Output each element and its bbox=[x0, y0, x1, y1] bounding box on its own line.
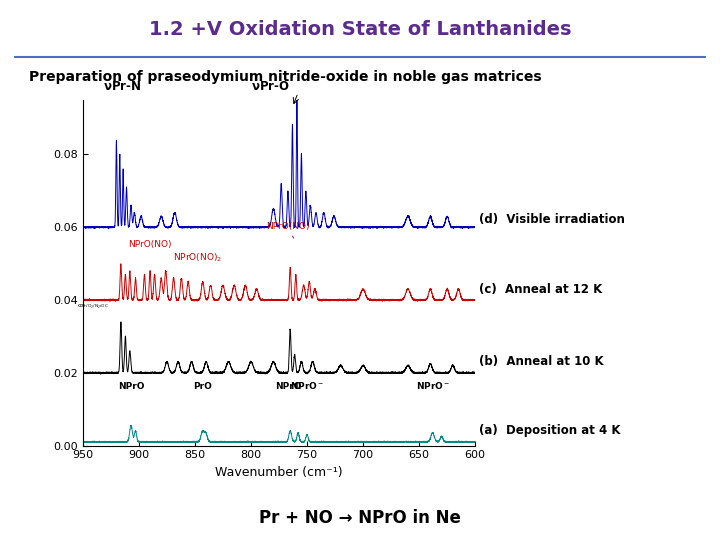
Text: Pr + NO → NPrO in Ne: Pr + NO → NPrO in Ne bbox=[259, 509, 461, 528]
Text: PrO$_2$(N$_2$): PrO$_2$(N$_2$) bbox=[0, 539, 1, 540]
Text: NPrO$^-$: NPrO$^-$ bbox=[290, 380, 324, 391]
Text: (a)  Deposition at 4 K: (a) Deposition at 4 K bbox=[479, 424, 621, 437]
Text: (b)  Anneal at 10 K: (b) Anneal at 10 K bbox=[479, 355, 603, 368]
Text: NPrO$^-$: NPrO$^-$ bbox=[415, 380, 450, 391]
X-axis label: Wavenumber (cm⁻¹): Wavenumber (cm⁻¹) bbox=[215, 466, 343, 479]
Text: NPrO: NPrO bbox=[118, 382, 144, 391]
Text: NPrO(NO)$_2$: NPrO(NO)$_2$ bbox=[173, 251, 222, 264]
Text: NPrO(NO): NPrO(NO) bbox=[266, 222, 310, 238]
Text: PrO: PrO bbox=[194, 382, 212, 391]
Text: $\mathbf{\nu}$Pr-O: $\mathbf{\nu}$Pr-O bbox=[251, 79, 289, 93]
Text: NPrO(NO): NPrO(NO) bbox=[128, 240, 172, 249]
Text: NPrO: NPrO bbox=[275, 382, 301, 391]
Text: 1.2 +V Oxidation State of Lanthanides: 1.2 +V Oxidation State of Lanthanides bbox=[149, 20, 571, 39]
Text: Preparation of praseodymium nitride-oxide in noble gas matrices: Preparation of praseodymium nitride-oxid… bbox=[29, 70, 541, 84]
Text: (c)  Anneal at 12 K: (c) Anneal at 12 K bbox=[479, 282, 602, 295]
Text: $\mathbf{\nu}$Pr-N: $\mathbf{\nu}$Pr-N bbox=[103, 79, 141, 93]
Text: $\mathregular{\alpha_{Pr/O_2/N_2/OC}}$: $\mathregular{\alpha_{Pr/O_2/N_2/OC}}$ bbox=[77, 303, 109, 312]
Text: (d)  Visible irradiation: (d) Visible irradiation bbox=[479, 213, 625, 226]
